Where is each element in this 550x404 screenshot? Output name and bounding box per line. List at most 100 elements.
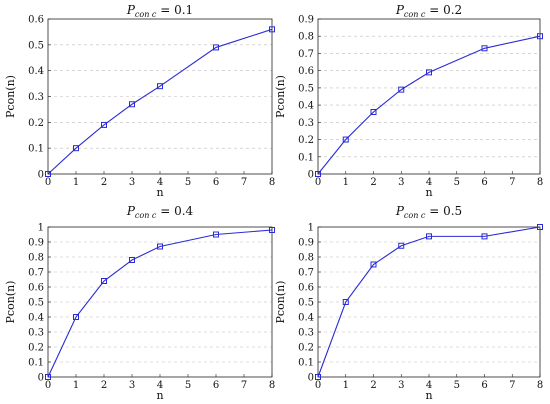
y-tick-label: 0.3 [28, 328, 44, 339]
chart-panel-p05: 0 1 2 3 4 5 6 7 800.10.20.30.40.50.60.70.80.91nP… [274, 204, 543, 402]
title-variable: P [126, 204, 136, 218]
x-tick-label: 2 [101, 380, 107, 391]
data-point [213, 231, 219, 238]
data-point [45, 171, 51, 177]
x-tick-label: 2 [370, 177, 376, 188]
x-tick-label: 2 [370, 380, 376, 391]
data-point [269, 227, 275, 233]
data-point [73, 145, 79, 152]
title-variable: P [395, 3, 405, 17]
data-point [101, 278, 107, 284]
data-point [157, 243, 163, 250]
chart-panel-p01: 0 1 2 3 4 5 6 7 8 0 0.1 0.2 0.3 0.4 0.5 0.6 n Pcon(n) Pcon… [4, 3, 275, 199]
y-tick-label: 0.6 [28, 283, 44, 294]
title-value: = 0.1 [156, 3, 193, 17]
x-axis-label: n [156, 389, 163, 402]
data-point [129, 101, 135, 108]
data-point [129, 257, 135, 263]
x-tick-label: 5 [454, 380, 460, 391]
y-axis-label: Pcon(n) [4, 75, 17, 118]
x-tick-label: 8 [537, 380, 543, 391]
x-tick-label: 0 [45, 380, 51, 391]
y-tick-label: 0.5 [28, 40, 44, 51]
chart-title: Pcon c = 0.4 [126, 204, 194, 220]
y-axis-label: Pcon(n) [4, 281, 17, 324]
x-tick-label: 5 [185, 380, 191, 391]
x-tick-label: 1 [343, 380, 349, 391]
title-variable: P [126, 3, 136, 17]
data-point [426, 233, 432, 240]
y-tick-label: 0 [38, 170, 44, 181]
data-point [537, 224, 543, 230]
y-tick-label: 0.4 [298, 313, 314, 324]
y-tick-label: 0.5 [28, 298, 44, 309]
y-tick-label: 0.9 [298, 15, 314, 26]
chart-title: Pcon c = 0.2 [395, 3, 462, 19]
x-tick-label: 2 [101, 177, 107, 188]
data-point [398, 86, 405, 93]
x-tick-label: 8 [537, 177, 543, 188]
title-value: = 0.2 [425, 3, 462, 17]
data-point [315, 374, 321, 380]
y-tick-label: 0.2 [28, 343, 44, 354]
y-axis-label: Pcon(n) [274, 75, 287, 118]
x-tick-label: 7 [241, 177, 247, 188]
title-subscript: con c [404, 211, 426, 220]
data-point [157, 83, 163, 90]
y-tick-label: 0.5 [298, 83, 314, 94]
y-tick-label: 0.6 [298, 283, 314, 294]
x-tick-label: 4 [157, 380, 163, 391]
data-point [101, 121, 107, 128]
y-tick-label: 0.9 [28, 238, 44, 249]
chart-panel-p02: 0 1 2 3 4 5 6 7 8 0 0.1 0.2 0.3 0.4 0.5 0.6 0.7 0.8 0.9 n Pc… [274, 3, 543, 199]
x-axis-label: n [156, 186, 163, 199]
title-subscript: con c [135, 10, 157, 19]
y-tick-label: 0.2 [298, 135, 314, 146]
y-tick-label: 0.3 [298, 328, 314, 339]
y-tick-label: 0.1 [298, 358, 314, 369]
y-axis-label: Pcon(n) [274, 281, 287, 324]
y-tick-label: 0.7 [298, 268, 314, 279]
chart-panel-p04: 0 1 2 3 4 5 6 7 800.10.20.30.40.50.60.70.80.91nP… [4, 204, 275, 402]
series-line [47, 229, 273, 378]
chart-title: Pcon c = 0.5 [395, 204, 462, 220]
x-tick-label: 6 [481, 380, 487, 391]
data-point [342, 136, 349, 143]
data-point [342, 299, 349, 305]
data-point [73, 314, 79, 320]
y-tick-label: 0.1 [28, 144, 44, 155]
x-axis-label: n [425, 186, 432, 199]
x-axis-label: n [425, 389, 432, 402]
y-tick-label: 0.5 [298, 298, 314, 309]
y-tick-label: 0.8 [28, 253, 44, 264]
x-tick-label: 3 [129, 380, 135, 391]
data-point [370, 109, 377, 115]
title-value: = 0.4 [156, 204, 193, 218]
x-tick-label: 6 [213, 177, 219, 188]
series-line [317, 226, 541, 378]
y-tick-label: 0.1 [298, 152, 314, 163]
data-point [426, 69, 432, 76]
x-tick-label: 1 [343, 177, 349, 188]
y-tick-label: 1 [308, 223, 314, 234]
y-tick-label: 0.4 [298, 101, 314, 112]
y-tick-label: 0.2 [28, 118, 44, 129]
x-tick-label: 3 [398, 380, 404, 391]
plot-frame [47, 18, 273, 175]
chart-title: Pcon c = 0.1 [126, 3, 193, 19]
series-line [317, 35, 541, 175]
title-value: = 0.5 [425, 204, 462, 218]
y-tick-label: 0.6 [28, 15, 44, 26]
title-variable: P [395, 204, 405, 218]
data-point [481, 45, 488, 52]
y-tick-label: 0 [38, 373, 44, 384]
data-point [269, 26, 275, 33]
x-tick-label: 4 [426, 380, 432, 391]
data-point [315, 171, 321, 177]
x-tick-label: 8 [269, 177, 275, 188]
x-tick-label: 8 [269, 380, 275, 391]
y-tick-label: 0.7 [28, 268, 44, 279]
y-tick-label: 0.8 [298, 32, 314, 43]
x-tick-label: 0 [315, 380, 321, 391]
